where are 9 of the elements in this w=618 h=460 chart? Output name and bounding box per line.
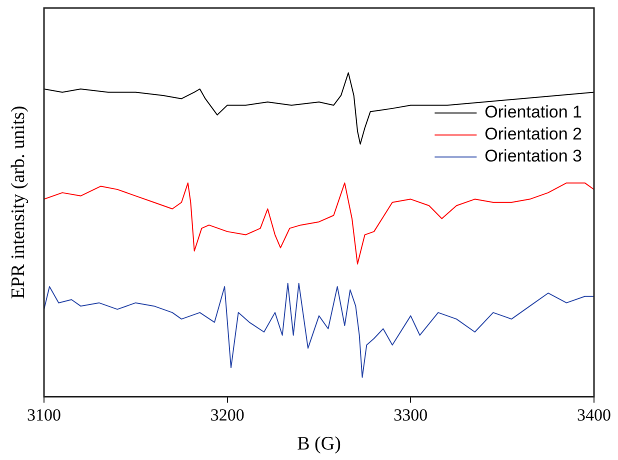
x-tick-label: 3100: [27, 405, 61, 424]
x-axis-title: B (G): [297, 434, 341, 455]
legend-label: Orientation 3: [484, 146, 582, 166]
legend-label: Orientation 1: [484, 102, 582, 122]
legend-label: Orientation 2: [484, 124, 582, 144]
x-tick-label: 3300: [394, 405, 428, 424]
y-axis-title: EPR intensity (arb. units): [8, 106, 30, 299]
x-tick-label: 3200: [210, 405, 244, 424]
x-tick-label: 3400: [577, 405, 611, 424]
